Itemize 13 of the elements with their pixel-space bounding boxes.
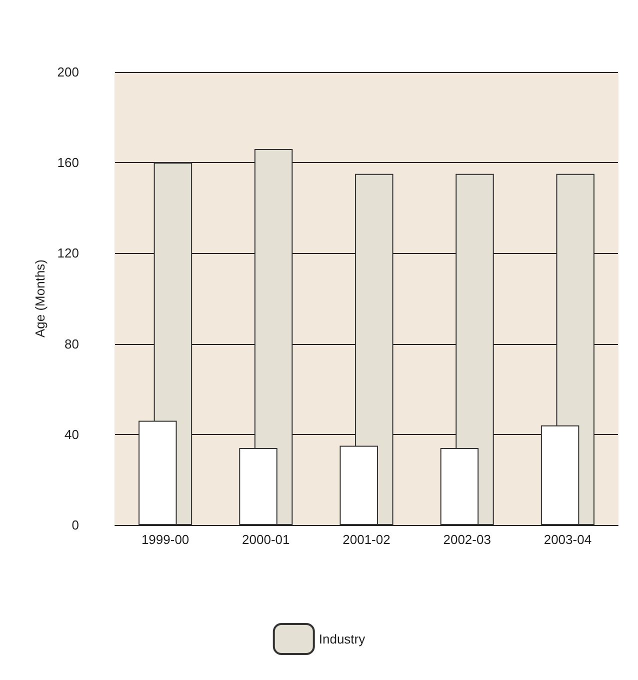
y-tick-label: 160: [57, 155, 79, 170]
y-axis-title: Age (Months): [32, 259, 48, 338]
x-tick-label: 2000-01: [242, 532, 290, 547]
x-tick-label: 2002-03: [443, 532, 491, 547]
legend-label: Industry: [318, 632, 366, 646]
y-tick-label: 200: [57, 64, 79, 80]
x-tick-label: 1999-00: [141, 532, 190, 547]
y-tick-label: 40: [64, 426, 79, 442]
x-tick-label: 2003-04: [544, 532, 592, 547]
y-tick-label: 80: [64, 336, 79, 352]
y-tick-label: 120: [57, 246, 79, 261]
x-tick-label: 2001-02: [342, 532, 390, 547]
y-tick-label: 0: [72, 518, 79, 532]
